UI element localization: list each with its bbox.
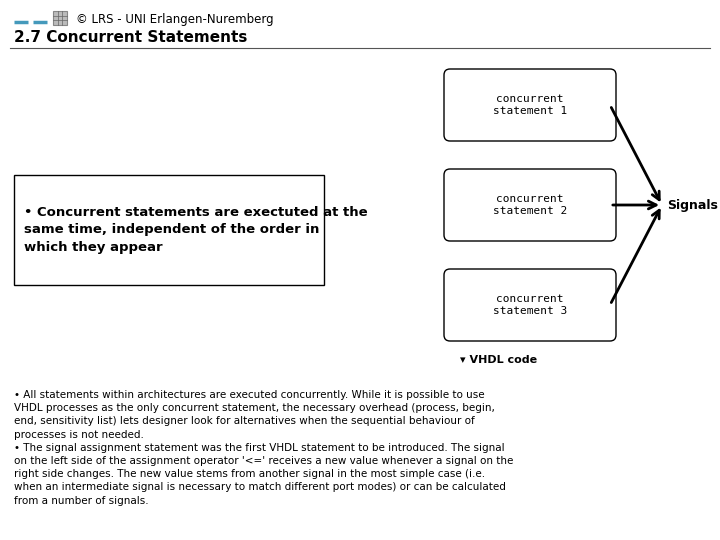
FancyBboxPatch shape bbox=[53, 11, 67, 25]
Text: • Concurrent statements are exectuted at the
same time, independent of the order: • Concurrent statements are exectuted at… bbox=[24, 206, 368, 254]
Text: concurrent
statement 3: concurrent statement 3 bbox=[493, 294, 567, 316]
Text: concurrent
statement 1: concurrent statement 1 bbox=[493, 94, 567, 116]
Text: Signals: Signals bbox=[667, 199, 718, 212]
FancyBboxPatch shape bbox=[444, 269, 616, 341]
FancyBboxPatch shape bbox=[14, 175, 324, 285]
FancyBboxPatch shape bbox=[444, 69, 616, 141]
Text: ▾ VHDL code: ▾ VHDL code bbox=[460, 355, 537, 365]
Text: © LRS - UNI Erlangen-Nuremberg: © LRS - UNI Erlangen-Nuremberg bbox=[76, 12, 274, 25]
FancyBboxPatch shape bbox=[444, 169, 616, 241]
Text: • All statements within architectures are executed concurrently. While it is pos: • All statements within architectures ar… bbox=[14, 390, 513, 505]
Text: 2.7 Concurrent Statements: 2.7 Concurrent Statements bbox=[14, 30, 248, 44]
Text: concurrent
statement 2: concurrent statement 2 bbox=[493, 194, 567, 216]
